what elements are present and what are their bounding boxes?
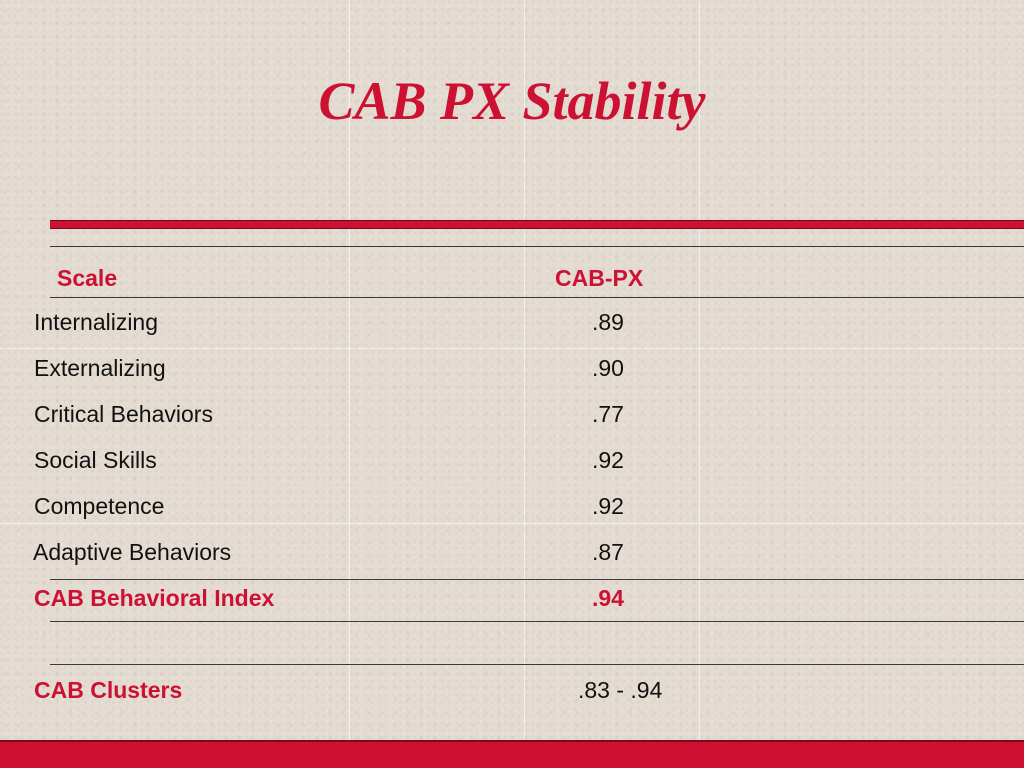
clusters-top-rule	[50, 664, 1024, 665]
title-divider	[50, 220, 1024, 229]
header-cab-px: CAB-PX	[555, 265, 644, 291]
index-scale: CAB Behavioral Index	[34, 585, 275, 611]
index-top-rule	[50, 579, 1024, 580]
row-value: .87	[592, 539, 624, 565]
index-bottom-rule	[50, 621, 1024, 622]
row-scale: Competence	[34, 493, 165, 519]
row-value: .77	[592, 401, 624, 427]
slide-title: CAB PX Stability	[0, 70, 1024, 132]
row-scale: Externalizing	[34, 355, 166, 381]
row-scale: Internalizing	[34, 309, 159, 335]
index-value: .94	[592, 585, 624, 611]
grid-line	[0, 523, 1024, 524]
row-value: .89	[592, 309, 624, 335]
clusters-scale: CAB Clusters	[34, 677, 183, 703]
row-scale: Adaptive Behaviors	[33, 539, 232, 565]
grid-line	[0, 348, 1024, 349]
slide-title-text: CAB PX Stability	[318, 71, 706, 131]
clusters-value: .83 - .94	[578, 677, 663, 703]
table-top-rule	[50, 246, 1024, 247]
footer-bar	[0, 740, 1024, 768]
row-value: .90	[592, 355, 624, 381]
header-bottom-rule	[50, 297, 1024, 298]
grid-line	[524, 0, 525, 740]
grid-line	[349, 0, 350, 740]
row-scale: Social Skills	[34, 447, 157, 473]
row-value: .92	[592, 493, 624, 519]
grid-line	[699, 0, 700, 740]
row-value: .92	[592, 447, 624, 473]
row-scale: Critical Behaviors	[34, 401, 213, 427]
header-scale: Scale	[57, 265, 118, 291]
